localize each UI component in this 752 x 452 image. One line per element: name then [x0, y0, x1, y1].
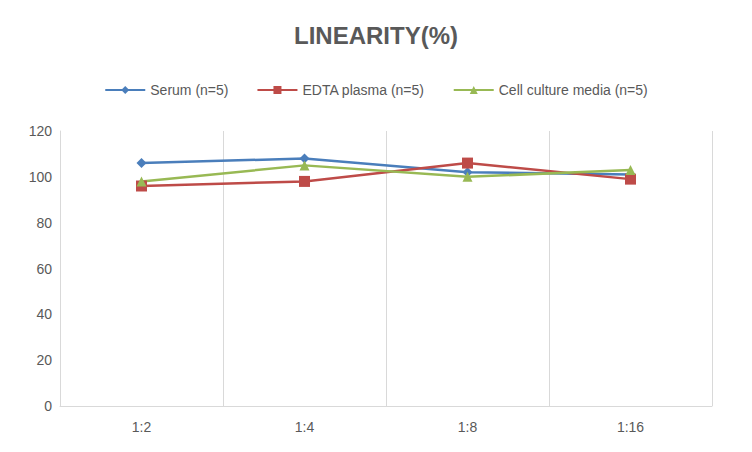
- svg-text:120: 120: [29, 123, 53, 139]
- svg-text:80: 80: [36, 215, 52, 231]
- svg-text:60: 60: [36, 261, 52, 277]
- svg-text:0: 0: [44, 398, 52, 414]
- svg-text:100: 100: [29, 169, 53, 185]
- svg-text:20: 20: [36, 352, 52, 368]
- svg-text:1:16: 1:16: [617, 419, 644, 435]
- svg-text:1:8: 1:8: [458, 419, 478, 435]
- svg-text:LINEARITY(%): LINEARITY(%): [294, 22, 458, 49]
- svg-text:1:4: 1:4: [295, 419, 315, 435]
- svg-text:Serum (n=5): Serum (n=5): [150, 82, 228, 98]
- svg-text:Cell culture media (n=5): Cell culture media (n=5): [499, 82, 648, 98]
- svg-text:1:2: 1:2: [132, 419, 152, 435]
- svg-text:40: 40: [36, 306, 52, 322]
- svg-text:EDTA plasma (n=5): EDTA plasma (n=5): [302, 82, 424, 98]
